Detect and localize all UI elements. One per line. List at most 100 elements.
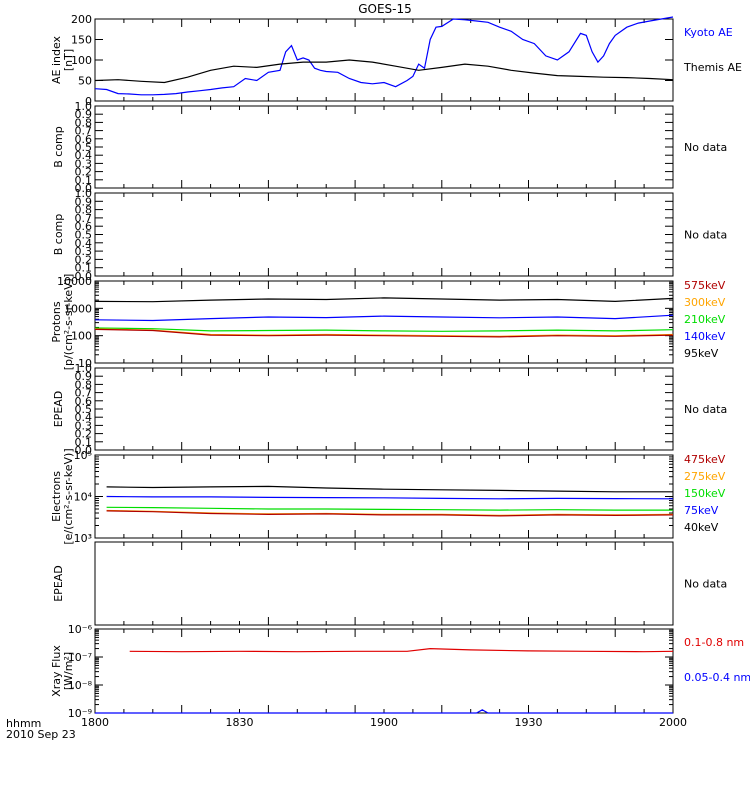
y-tick-label: 200	[71, 13, 92, 26]
panel-frame	[94, 192, 674, 277]
x-tick-label: 2000	[659, 716, 687, 729]
y-axis-label-line: [nT]	[62, 49, 75, 71]
panel-3: 0.00.10.20.30.40.50.60.70.80.91.0 B comp N…	[52, 187, 727, 283]
series-line-210kev	[94, 327, 674, 332]
y-axis-label-line: EPEAD	[52, 565, 65, 602]
panel-5: 0.00.10.20.30.40.50.60.70.80.91.0 EPEAD No…	[52, 362, 727, 457]
y-tick-label: 0.9	[75, 195, 93, 208]
legend-entry: 140keV	[684, 330, 726, 343]
x-tick-label: 1830	[226, 716, 254, 729]
no-data-label: No data	[684, 403, 727, 416]
legend-entry: Kyoto AE	[684, 26, 733, 39]
series-line-kyoto-ae	[94, 16, 674, 96]
y-tick-label: 1.0	[75, 362, 93, 375]
legend-entry: 210keV	[684, 313, 726, 326]
y-tick-label: 0.4	[75, 237, 93, 250]
no-data-label: No data	[684, 229, 727, 242]
y-tick-label: 0.6	[75, 220, 93, 233]
panel-frame	[94, 105, 674, 189]
series-line-40kev	[106, 485, 673, 493]
y-axis-label-line: B comp	[52, 126, 65, 168]
series-line-475kev	[106, 510, 674, 517]
y-axis-label-line: AE index	[50, 35, 63, 84]
y-tick-label: 0.6	[75, 395, 93, 408]
y-tick-label: 10	[78, 357, 92, 370]
y-axis-label-line: Protons	[50, 301, 63, 342]
legend-entry: 95keV	[684, 347, 719, 360]
y-axis-label-line: EPEAD	[52, 391, 65, 428]
panel-7: EPEAD No data	[52, 541, 727, 626]
legend-entry: 150keV	[684, 487, 726, 500]
y-axis-label: AE index[nT]	[50, 35, 75, 84]
y-tick-label: 0.2	[75, 253, 93, 266]
y-tick-label: 10⁻⁶	[68, 623, 93, 636]
y-tick-label: 10⁴	[74, 491, 93, 504]
y-tick-label: 0.5	[75, 229, 93, 242]
time-axis: 1800 1830 1900 1930 2000	[81, 716, 687, 729]
y-axis-label: Xray Flux[W/m²]	[50, 645, 75, 697]
panel-frame	[94, 280, 674, 364]
legend-entry: 575keV	[684, 279, 726, 292]
y-tick-label: 0.6	[75, 133, 93, 146]
y-tick-label: 0.2	[75, 428, 93, 441]
panel-frame	[94, 541, 674, 626]
y-tick-label: 0.5	[75, 403, 93, 416]
y-tick-label: 50	[78, 75, 92, 88]
panel-frame	[94, 628, 674, 714]
legend-entry: 0.1-0.8 nm	[684, 636, 744, 649]
panel-1: 0 50 100 150 200 AE index[nT] Kyoto AE Themis A…	[50, 13, 742, 108]
y-tick-label: 0.0	[75, 270, 93, 283]
y-tick-label: 0.7	[75, 125, 93, 138]
panel-frame	[94, 367, 674, 451]
y-axis-label-line: Xray Flux	[50, 645, 63, 697]
legend-entry: 475keV	[684, 453, 726, 466]
series-line-0-05-0-4-nm	[95, 709, 673, 714]
legend-entry: 75keV	[684, 504, 719, 517]
y-tick-label: 0.0	[75, 182, 93, 195]
y-tick-label: 0.7	[75, 387, 93, 400]
y-tick-label: 0.8	[75, 204, 93, 217]
y-tick-label: 0.8	[75, 378, 93, 391]
panel-frame	[94, 18, 674, 102]
no-data-label: No data	[684, 141, 727, 154]
y-tick-label: 0.1	[75, 174, 93, 187]
y-tick-label: 0.5	[75, 141, 93, 154]
y-tick-label: 0.0	[75, 444, 93, 457]
y-axis-label: EPEAD	[52, 565, 65, 602]
y-axis-label-line: Electrons	[50, 471, 63, 522]
y-tick-label: 10⁻⁹	[68, 707, 92, 720]
y-tick-label: 10000	[57, 275, 92, 288]
y-tick-label: 10⁵	[74, 449, 92, 462]
series-line-150kev	[106, 506, 673, 511]
y-axis-label-line: [W/m²]	[62, 652, 75, 690]
y-tick-label: 0.2	[75, 166, 93, 179]
y-axis-label-line: [e/(cm²-s-sr-keV)]	[62, 448, 75, 544]
y-axis-label: Electrons[e/(cm²-s-sr-keV)]	[50, 448, 75, 544]
y-tick-label: 10⁻⁸	[68, 679, 93, 692]
series-line-themis-ae	[94, 59, 674, 84]
y-tick-label: 0.9	[75, 108, 93, 121]
y-tick-label: 10⁻⁷	[68, 651, 92, 664]
legend-entry: 40keV	[684, 521, 719, 534]
y-tick-label: 100	[71, 54, 92, 67]
series-line-95kev	[94, 297, 674, 303]
panels: 0 50 100 150 200 AE index[nT] Kyoto AE Themis A…	[50, 13, 750, 720]
legend-entry: 0.05-0.4 nm	[684, 671, 750, 684]
time-axis-label-hhmm: hhmm	[6, 717, 41, 730]
y-tick-label: 1.0	[75, 187, 93, 200]
y-tick-label: 0.4	[75, 411, 93, 424]
panel-8: 10⁻⁹ 10⁻⁸ 10⁻⁷ 10⁻⁶ Xray Flux[W/m²] 0.1-0.8 n…	[50, 623, 750, 720]
y-tick-label: 150	[71, 34, 92, 47]
y-axis-label: Protons[p/(cm²-s-sr-keV)]	[50, 274, 75, 371]
series-line-575kev	[94, 328, 674, 338]
y-tick-label: 0.3	[75, 157, 93, 170]
y-tick-label: 1.0	[75, 100, 93, 113]
x-tick-label: 1930	[515, 716, 543, 729]
legend-entry: 275keV	[684, 470, 726, 483]
x-tick-label: 1900	[370, 716, 398, 729]
y-axis-label: B comp	[52, 126, 65, 168]
time-axis-label-date: 2010 Sep 23	[6, 728, 76, 741]
